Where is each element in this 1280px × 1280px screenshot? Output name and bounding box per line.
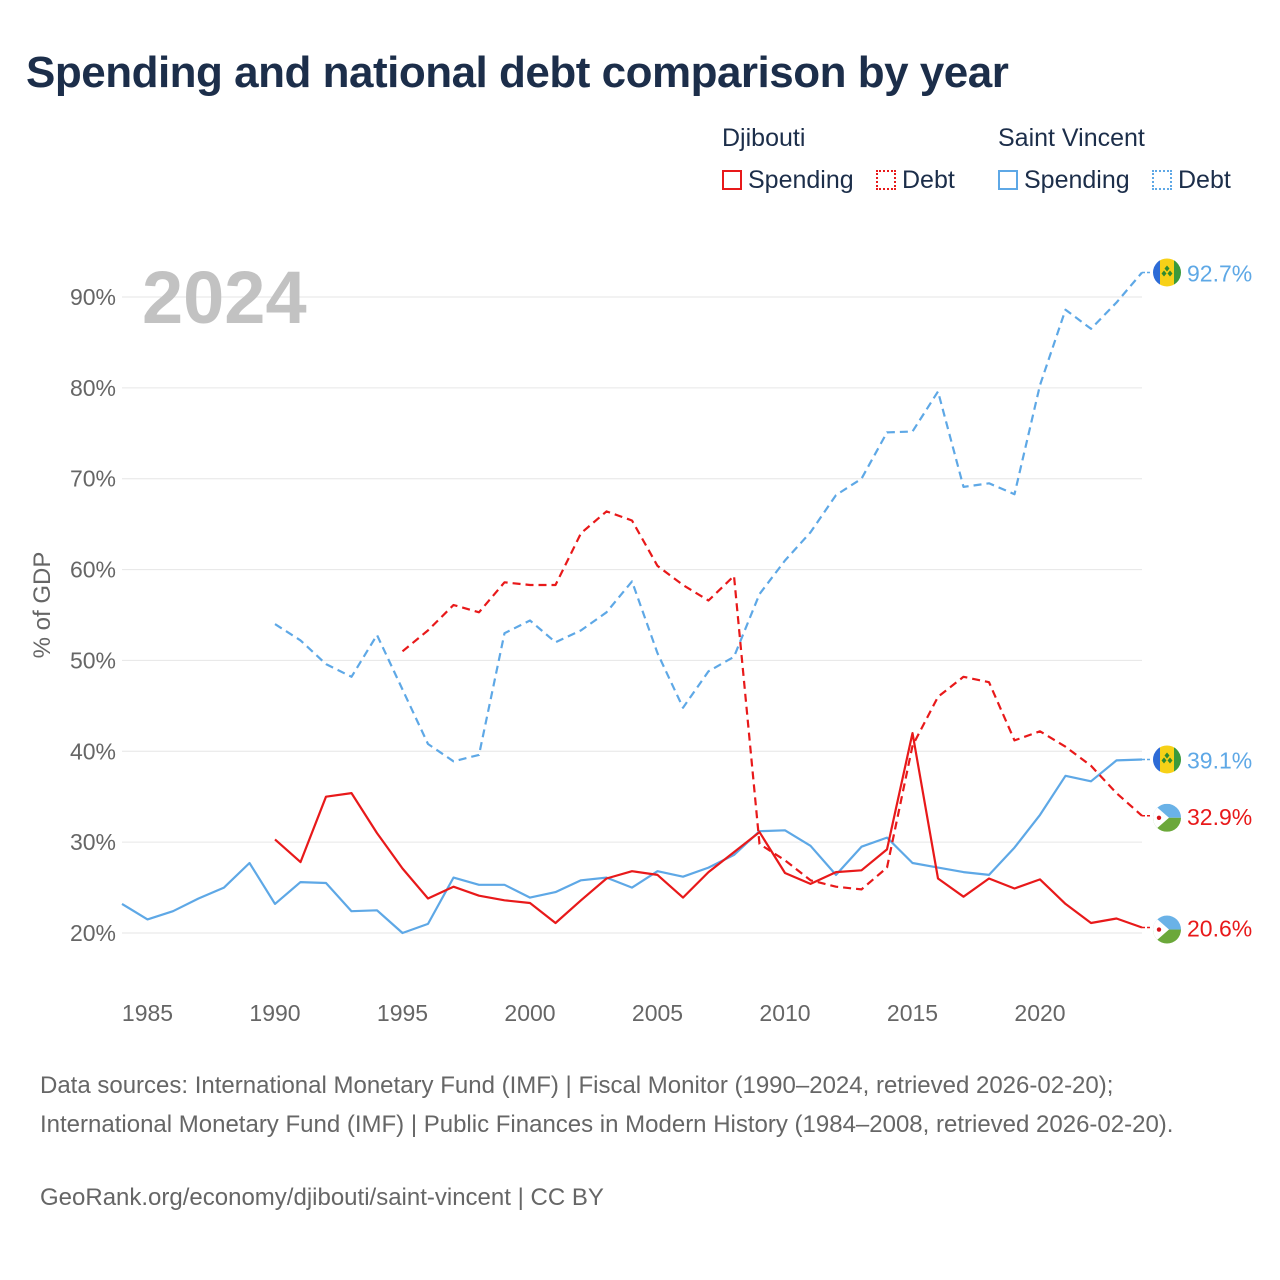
legend-label: Debt	[902, 165, 955, 194]
legend-swatch-solid-blue	[998, 170, 1018, 190]
end-markers: 92.7% 39.1% 32.9% 20.6%	[1142, 258, 1252, 944]
x-tick-label: 1995	[377, 1000, 428, 1026]
legend-saint-vincent-debt[interactable]: Debt	[1152, 165, 1231, 195]
series-line-djibouti-debt	[401, 510, 1143, 891]
y-tick-label: 20%	[70, 920, 116, 946]
djibouti-flag-icon	[1153, 915, 1181, 944]
legend-saint-vincent-spending[interactable]: Spending	[998, 165, 1130, 195]
legend-label: Debt	[1178, 165, 1231, 194]
series-line-saint-vincent-spending	[121, 758, 1143, 935]
series-lines	[121, 271, 1143, 935]
end-value-label: 92.7%	[1187, 260, 1252, 286]
legend-label: Spending	[1024, 165, 1130, 194]
x-tick-label: 2005	[632, 1000, 683, 1026]
x-tick-label: 1985	[122, 1000, 173, 1026]
series-line-saint-vincent-debt	[274, 271, 1143, 763]
x-tick-label: 2015	[887, 1000, 938, 1026]
y-tick-label: 60%	[70, 557, 116, 583]
year-watermark: 2024	[142, 256, 307, 339]
legend-label: Spending	[748, 165, 854, 194]
y-tick-label: 80%	[70, 375, 116, 401]
legend-djibouti-spending[interactable]: Spending	[722, 165, 854, 195]
x-tick-label: 2010	[759, 1000, 810, 1026]
legend-swatch-dotted-red	[876, 170, 896, 190]
end-value-label: 39.1%	[1187, 747, 1252, 773]
x-tick-label: 2020	[1014, 1000, 1065, 1026]
legend-swatch-dotted-blue	[1152, 170, 1172, 190]
end-value-label: 32.9%	[1187, 804, 1252, 830]
legend-group-saint-vincent: Saint Vincent	[998, 124, 1145, 152]
series-line-djibouti-spending	[274, 731, 1143, 929]
y-axis: 20% 30% 40% 50% 60% 70% 80% 90%	[70, 284, 116, 946]
x-tick-label: 2000	[504, 1000, 555, 1026]
legend-swatch-solid-red	[722, 170, 742, 190]
y-tick-label: 70%	[70, 466, 116, 492]
legend-djibouti-debt[interactable]: Debt	[876, 165, 955, 195]
data-sources: Data sources: International Monetary Fun…	[40, 1072, 1174, 1138]
x-tick-label: 1990	[249, 1000, 300, 1026]
chart-title: Spending and national debt comparison by…	[26, 48, 1009, 97]
y-tick-label: 40%	[70, 738, 116, 764]
end-value-label: 20.6%	[1187, 916, 1252, 942]
legend-group-djibouti: Djibouti	[722, 124, 806, 152]
saint-vincent-flag-icon	[1153, 745, 1181, 774]
x-axis: 1985 1990 1995 2000 2005 2010 2015 2020	[122, 1000, 1066, 1026]
gridlines	[122, 296, 1142, 934]
saint-vincent-flag-icon	[1153, 258, 1181, 287]
y-axis-label: % of GDP	[29, 552, 56, 659]
y-tick-label: 30%	[70, 829, 116, 855]
y-tick-label: 90%	[70, 284, 116, 310]
djibouti-flag-icon	[1153, 803, 1181, 832]
credit-link[interactable]: GeoRank.org/economy/djibouti/saint-vince…	[40, 1184, 604, 1211]
y-tick-label: 50%	[70, 647, 116, 673]
